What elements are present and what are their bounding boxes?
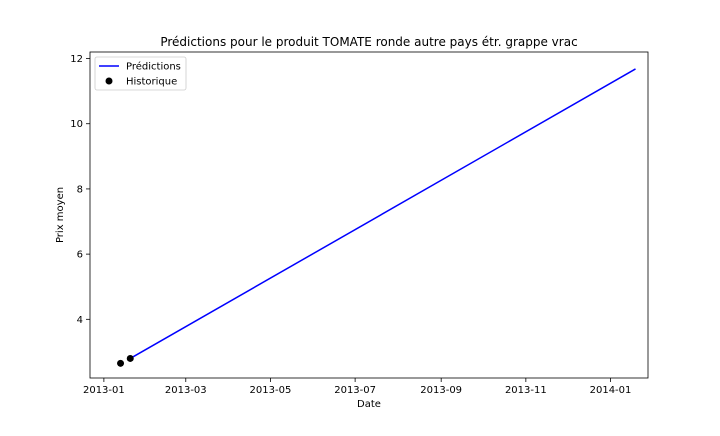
data-point-historique <box>126 354 134 362</box>
x-tick-label: 2013-09 <box>420 385 462 396</box>
series-layer <box>117 68 636 367</box>
x-axis-label: Date <box>357 399 381 410</box>
y-axis-ticks: 4 6 8 10 12 <box>70 54 90 326</box>
data-point-historique <box>117 359 125 367</box>
y-axis-label: Prix moyen <box>55 187 66 243</box>
x-axis-ticks: 2013-01 2013-03 2013-05 2013-07 2013-09 2013-… <box>83 378 631 396</box>
series-line-predictions <box>129 68 636 360</box>
x-tick-label: 2013-11 <box>505 385 547 396</box>
plot-frame <box>89 51 649 379</box>
y-tick-label: 12 <box>70 54 83 65</box>
x-tick-label: 2013-01 <box>83 385 125 396</box>
x-tick-label: 2013-07 <box>334 385 376 396</box>
x-tick-label: 2014-01 <box>590 385 632 396</box>
legend-label: Prédictions <box>126 61 181 73</box>
x-tick-label: 2013-03 <box>165 385 207 396</box>
chart-title: Prédictions pour le produit TOMATE ronde… <box>160 35 577 49</box>
y-tick-label: 6 <box>77 250 83 261</box>
legend-label: Historique <box>126 77 177 88</box>
legend: Prédictions Historique <box>94 56 187 91</box>
legend-swatch-marker <box>105 77 113 85</box>
y-tick-label: 4 <box>77 315 83 326</box>
y-tick-label: 8 <box>77 184 83 195</box>
x-tick-label: 2013-05 <box>250 385 292 396</box>
y-tick-label: 10 <box>70 119 83 130</box>
